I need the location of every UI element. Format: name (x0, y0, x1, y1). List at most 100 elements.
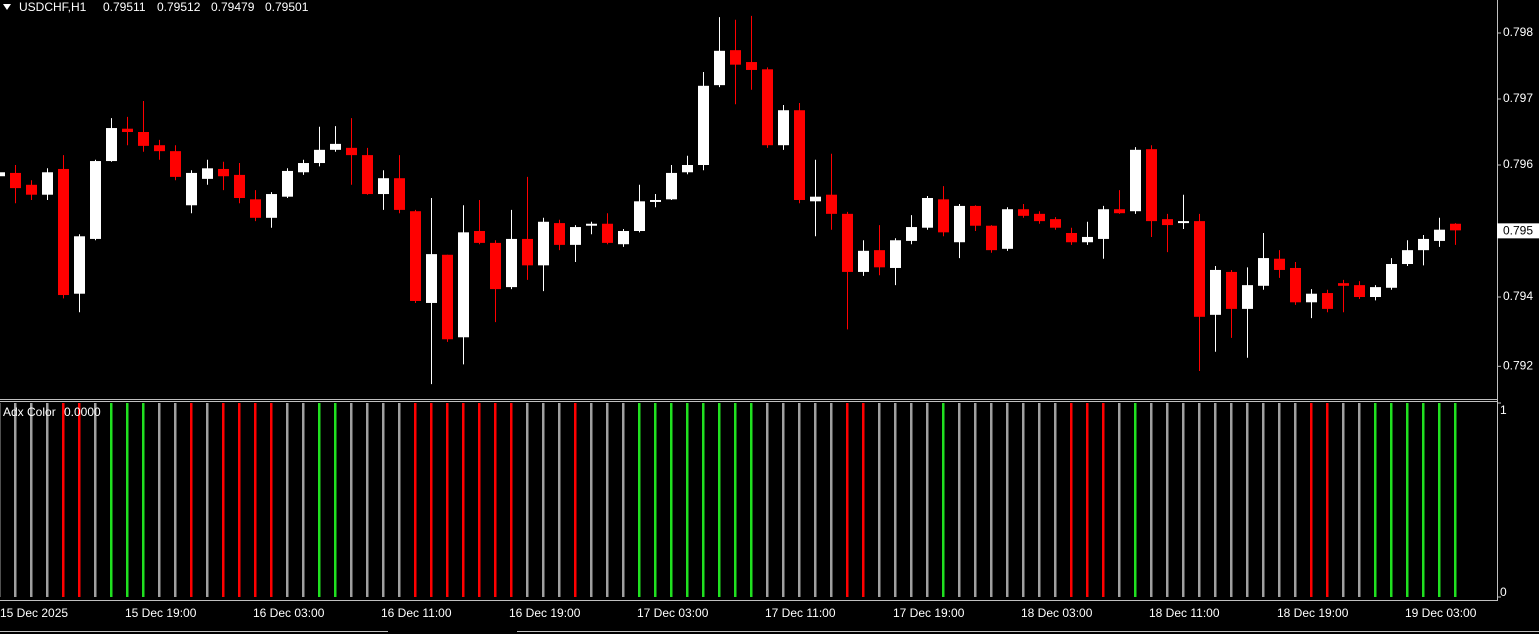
indicator-bar (542, 403, 545, 597)
candle-body (1274, 258, 1285, 270)
candle-body (0, 172, 5, 177)
candle-body (138, 132, 149, 146)
y-tick-label: 1 (1500, 403, 1507, 417)
indicator-bar (1390, 403, 1393, 597)
x-tick-label: 17 Dec 03:00 (637, 606, 709, 620)
indicator-bar (1006, 403, 1009, 597)
candle-body (618, 231, 629, 245)
candle-body (1226, 271, 1237, 309)
indicator-bar (590, 403, 593, 597)
ohlc-close: 0.79501 (265, 0, 309, 14)
candle-body (458, 232, 469, 338)
indicator-bar (1182, 403, 1185, 597)
indicator-bar (1166, 403, 1169, 597)
indicator-bar (958, 403, 961, 597)
candle-body (570, 227, 581, 245)
candle-body (922, 198, 933, 228)
indicator-bar (302, 403, 305, 597)
candle-body (1066, 232, 1077, 243)
indicator-bar (1262, 403, 1265, 597)
indicator-title: Adx Color (3, 405, 56, 419)
indicator-bar (1214, 403, 1217, 597)
indicator-bar (1310, 403, 1313, 597)
candle-body (858, 250, 869, 272)
candle-body (554, 223, 565, 245)
candle-body (890, 240, 901, 268)
indicator-bar (798, 403, 801, 597)
ohlc-low: 0.79479 (211, 0, 255, 14)
candle-body (1146, 149, 1157, 222)
indicator-bar (110, 403, 113, 597)
candle-body (778, 110, 789, 146)
indicator-bar (1422, 403, 1425, 597)
indicator-bar (430, 403, 433, 597)
indicator-bar (862, 403, 865, 597)
y-tick-label: 0.797 (1503, 91, 1533, 105)
candle-body (826, 194, 837, 214)
candle-body (26, 184, 37, 195)
indicator-bar (270, 403, 273, 597)
candle-body (42, 172, 53, 195)
candle-body (1082, 236, 1093, 243)
indicator-bar (510, 403, 513, 597)
indicator-bar (62, 403, 65, 597)
candle-body (90, 161, 101, 239)
candle-body (986, 225, 997, 251)
candle-body (762, 69, 773, 146)
current-price-label: 0.795 (1503, 224, 1533, 238)
candle-body (1210, 269, 1221, 315)
indicator-bar (30, 403, 33, 597)
collapse-icon (3, 4, 11, 10)
indicator-bar (206, 403, 209, 597)
candle-body (266, 194, 277, 218)
indicator-bar (254, 403, 257, 597)
indicator-bar (526, 403, 529, 597)
candle-body (906, 227, 917, 241)
indicator-bar (190, 403, 193, 597)
indicator-bar (286, 403, 289, 597)
candle-body (1098, 209, 1109, 239)
indicator-bar (158, 403, 161, 597)
indicator-bar (94, 403, 97, 597)
candle-body (186, 172, 197, 206)
indicator-bar (750, 403, 753, 597)
indicator-bar (846, 403, 849, 597)
indicator-bar (142, 403, 145, 597)
candle-body (810, 196, 821, 202)
candle-body (442, 254, 453, 340)
candle-body (842, 213, 853, 272)
indicator-bar (718, 403, 721, 597)
indicator-bar (654, 403, 657, 597)
indicator-bar (782, 403, 785, 597)
x-tick-label: 16 Dec 19:00 (509, 606, 581, 620)
indicator-bar (174, 403, 177, 597)
candle-body (346, 147, 357, 156)
indicator-bar (1054, 403, 1057, 597)
indicator-bar (446, 403, 449, 597)
candle-body (10, 172, 21, 189)
candle-body (698, 85, 709, 166)
indicator-bar (462, 403, 465, 597)
indicator-bar (926, 403, 929, 597)
candle-body (330, 143, 341, 150)
candle-body (1290, 267, 1301, 303)
candle-body (394, 178, 405, 210)
indicator-bar (382, 403, 385, 597)
candle-body (1194, 221, 1205, 317)
indicator-bar (494, 403, 497, 597)
indicator-bar (78, 403, 81, 597)
candle-body (522, 238, 533, 266)
candle-body (1258, 258, 1269, 286)
candle-body (250, 199, 261, 218)
ohlc-open: 0.79511 (103, 0, 146, 14)
indicator-bar (894, 403, 897, 597)
candle-body (298, 163, 309, 173)
indicator-bar (398, 403, 401, 597)
indicator-bar (350, 403, 353, 597)
indicator-bar (1342, 403, 1345, 597)
candle-body (602, 223, 613, 243)
candle-body (874, 250, 885, 268)
candle-body (1418, 238, 1429, 251)
x-tick-label: 15 Dec 19:00 (125, 606, 197, 620)
indicator-bar (1326, 403, 1329, 597)
